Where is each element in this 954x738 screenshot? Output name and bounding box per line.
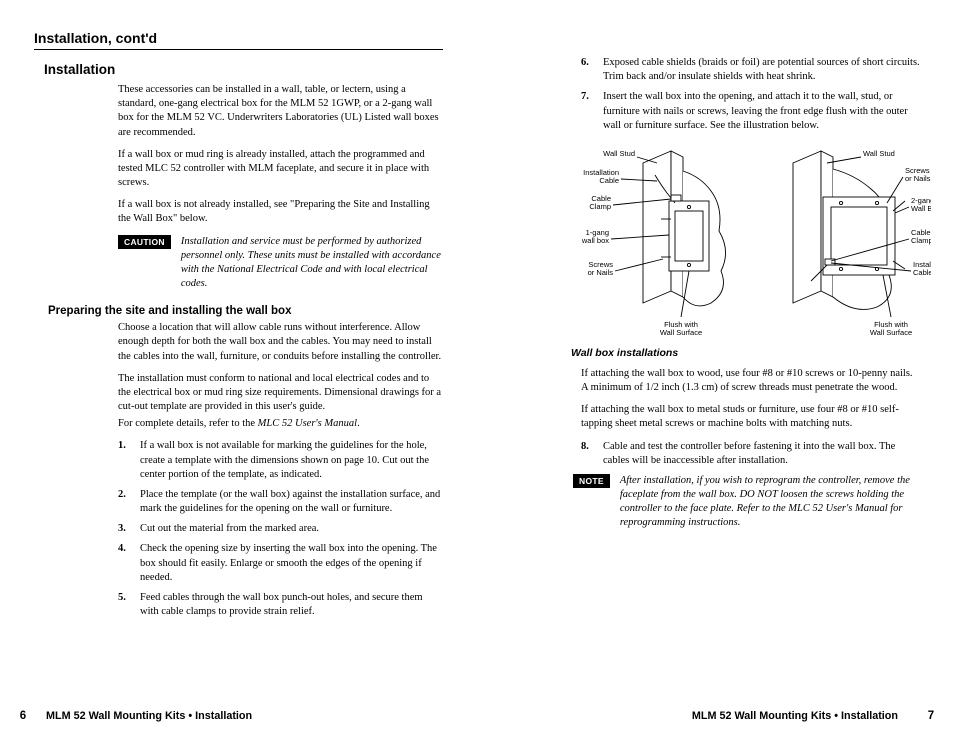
para-attach-wood: If attaching the wall box to wood, use f… xyxy=(581,367,920,395)
page-number: 6 xyxy=(0,710,46,722)
step-text: Check the opening size by inserting the … xyxy=(140,542,443,585)
steps-list-right-top: 6.Exposed cable shields (braids or foil)… xyxy=(581,56,920,133)
page-number: 7 xyxy=(908,710,954,722)
footer-title: MLM 52 Wall Mounting Kits • Installation xyxy=(46,710,477,722)
steps-list-left: 1.If a wall box is not available for mar… xyxy=(118,439,443,619)
step-number: 6. xyxy=(581,56,603,84)
step-item: 5.Feed cables through the wall box punch… xyxy=(118,591,443,619)
fig-label: or Nails xyxy=(588,268,614,277)
fig-label: wall box xyxy=(581,236,609,245)
caution-badge: CAUTION xyxy=(118,235,171,249)
step-item: 3.Cut out the material from the marked a… xyxy=(118,522,443,536)
ref-manual-title: MLC 52 User's Manual xyxy=(258,418,357,429)
fig-label: Clamp xyxy=(911,236,931,245)
step-number: 1. xyxy=(118,439,140,482)
footer-left: 6 MLM 52 Wall Mounting Kits • Installati… xyxy=(0,710,477,722)
fig-label: Wall Surface xyxy=(870,328,912,337)
wall-box-diagram-svg: Wall Stud Installation Cable Cable Clamp… xyxy=(571,141,931,341)
para-prep-2: The installation must conform to nationa… xyxy=(118,372,443,415)
heading-installation: Installation xyxy=(44,62,443,77)
fig-label: Wall Box xyxy=(911,204,931,213)
para-intro-3: If a wall box is not already installed, … xyxy=(118,198,443,226)
step-number: 2. xyxy=(118,488,140,516)
footer-title: MLM 52 Wall Mounting Kits • Installation xyxy=(692,710,898,722)
para-prep-1: Choose a location that will allow cable … xyxy=(118,321,443,364)
step-text: Feed cables through the wall box punch-o… xyxy=(140,591,443,619)
fig-label: Wall Stud xyxy=(863,149,895,158)
para-attach-metal: If attaching the wall box to metal studs… xyxy=(581,403,920,431)
step-item: 8.Cable and test the controller before f… xyxy=(581,440,920,468)
step-number: 4. xyxy=(118,542,140,585)
page-left: Installation, cont'd Installation These … xyxy=(0,0,477,738)
step-text: Insert the wall box into the opening, an… xyxy=(603,90,920,133)
step-item: 1.If a wall box is not available for mar… xyxy=(118,439,443,482)
step-item: 6.Exposed cable shields (braids or foil)… xyxy=(581,56,920,84)
page-right: 6.Exposed cable shields (braids or foil)… xyxy=(477,0,954,738)
step-number: 7. xyxy=(581,90,603,133)
fig-label: Wall Surface xyxy=(660,328,702,337)
para-prep-ref: For complete details, refer to the MLC 5… xyxy=(118,417,443,431)
note-block: NOTE After installation, if you wish to … xyxy=(573,474,920,531)
note-text: After installation, if you wish to repro… xyxy=(620,474,920,531)
step-text: If a wall box is not available for marki… xyxy=(140,439,443,482)
step-text: Exposed cable shields (braids or foil) a… xyxy=(603,56,920,84)
figure-caption: Wall box installations xyxy=(571,347,920,359)
ref-text-a: For complete details, refer to the xyxy=(118,418,258,429)
fig-label: Cable xyxy=(599,176,619,185)
para-intro-1: These accessories can be installed in a … xyxy=(118,83,443,140)
step-number: 5. xyxy=(118,591,140,619)
step-item: 2.Place the template (or the wall box) a… xyxy=(118,488,443,516)
running-head: Installation, cont'd xyxy=(34,30,443,50)
caution-text: Installation and service must be perform… xyxy=(181,235,443,292)
heading-preparing: Preparing the site and installing the wa… xyxy=(48,305,443,317)
step-number: 8. xyxy=(581,440,603,468)
para-intro-2: If a wall box or mud ring is already ins… xyxy=(118,148,443,191)
fig-label: Wall Stud xyxy=(603,149,635,158)
footer-right: MLM 52 Wall Mounting Kits • Installation… xyxy=(477,710,954,722)
step-text: Cut out the material from the marked are… xyxy=(140,522,443,536)
figure-wall-box: Wall Stud Installation Cable Cable Clamp… xyxy=(571,141,920,341)
step-item: 7.Insert the wall box into the opening, … xyxy=(581,90,920,133)
steps-list-right-bottom: 8.Cable and test the controller before f… xyxy=(581,440,920,468)
caution-block: CAUTION Installation and service must be… xyxy=(118,235,443,292)
page-spread: Installation, cont'd Installation These … xyxy=(0,0,954,738)
ref-text-c: . xyxy=(357,418,360,429)
fig-label: Cable xyxy=(913,268,931,277)
step-number: 3. xyxy=(118,522,140,536)
fig-label: or Nails xyxy=(905,174,931,183)
step-text: Place the template (or the wall box) aga… xyxy=(140,488,443,516)
step-text: Cable and test the controller before fas… xyxy=(603,440,920,468)
fig-label: Clamp xyxy=(589,202,611,211)
step-item: 4.Check the opening size by inserting th… xyxy=(118,542,443,585)
note-badge: NOTE xyxy=(573,474,610,488)
